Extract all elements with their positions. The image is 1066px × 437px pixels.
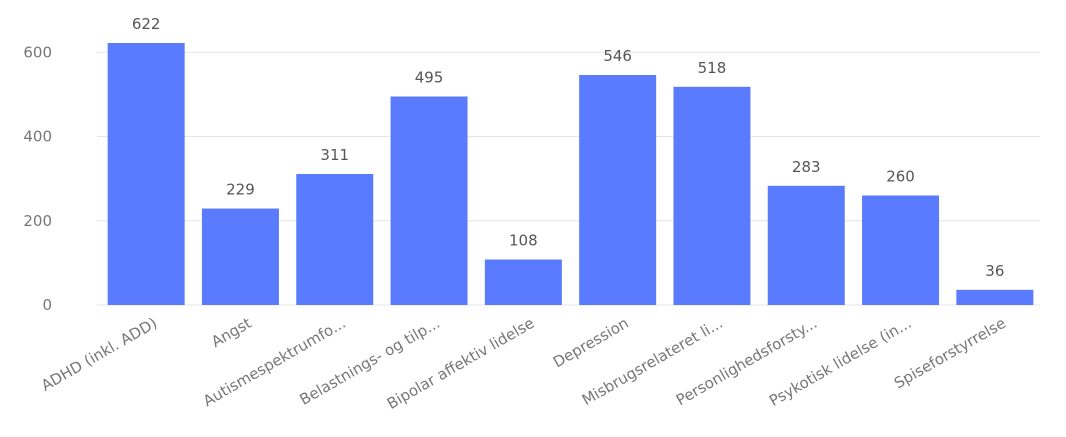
data-label: 283 — [792, 158, 821, 176]
category-label: ADHD (inkl. ADD) — [38, 314, 160, 395]
data-labels: 622 229 311 495 108 546 518 283 260 36 — [132, 15, 1005, 280]
bar[interactable] — [296, 174, 374, 305]
data-label: 260 — [886, 167, 915, 185]
y-axis-ticks: 0 200 400 600 — [23, 43, 52, 314]
bar[interactable] — [390, 96, 468, 305]
data-label: 622 — [132, 15, 161, 33]
category-label: Depression — [550, 314, 632, 372]
y-tick-label: 200 — [23, 212, 52, 230]
data-label: 311 — [320, 146, 349, 164]
y-tick-label: 600 — [23, 43, 52, 61]
bar[interactable] — [579, 75, 657, 305]
bar[interactable] — [767, 185, 845, 305]
bar[interactable] — [484, 259, 562, 305]
y-tick-label: 400 — [23, 128, 52, 146]
bar[interactable] — [107, 43, 185, 305]
bar[interactable] — [201, 208, 279, 305]
y-tick-label: 0 — [42, 296, 52, 314]
data-label: 518 — [698, 59, 727, 77]
category-label: Angst — [208, 314, 254, 351]
data-label: 108 — [509, 232, 538, 250]
bar[interactable] — [673, 86, 751, 306]
data-label: 36 — [985, 262, 1004, 280]
bar[interactable] — [862, 195, 940, 305]
bars — [107, 43, 1034, 306]
data-label: 495 — [415, 68, 444, 86]
bar[interactable] — [956, 289, 1034, 305]
data-label: 546 — [603, 47, 632, 65]
x-axis-categories: ADHD (inkl. ADD) Angst Autismespektrumfo… — [38, 314, 1009, 413]
data-label: 229 — [226, 181, 255, 199]
